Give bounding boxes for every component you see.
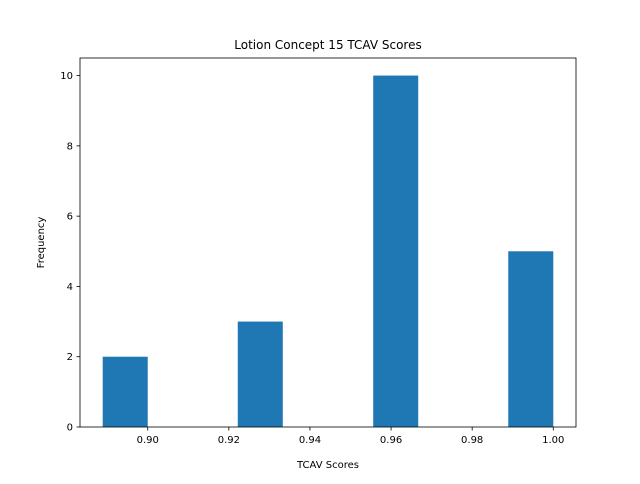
x-tick-label-2: 0.94 <box>299 435 321 446</box>
x-tick-label-4: 0.98 <box>461 435 483 446</box>
bars <box>102 75 554 427</box>
histogram-bar-0 <box>102 356 148 427</box>
x-tick-label-1: 0.92 <box>218 435 240 446</box>
histogram-bar-3 <box>237 321 283 427</box>
chart-title: Lotion Concept 15 TCAV Scores <box>234 38 421 52</box>
y-tick-label-2: 4 <box>67 282 73 293</box>
histogram-bar-9 <box>508 251 554 427</box>
x-tick-label-0: 0.90 <box>137 435 159 446</box>
y-axis-label: Frequency <box>36 217 47 269</box>
y-tick-label-4: 8 <box>67 141 73 152</box>
y-tick-label-5: 10 <box>60 71 73 82</box>
x-tick-label-5: 1.00 <box>542 435 564 446</box>
x-axis-label: TCAV Scores <box>296 460 359 471</box>
x-ticks: 0.90 0.92 0.94 0.96 0.98 1.00 <box>137 427 564 446</box>
histogram-bar-6 <box>373 75 419 427</box>
y-tick-label-1: 2 <box>67 352 73 363</box>
x-tick-label-3: 0.96 <box>380 435 402 446</box>
y-tick-label-3: 6 <box>67 212 73 223</box>
plot-frame <box>79 57 577 428</box>
y-tick-label-0: 0 <box>67 423 73 434</box>
y-ticks: 0 2 4 6 8 10 <box>60 71 80 434</box>
